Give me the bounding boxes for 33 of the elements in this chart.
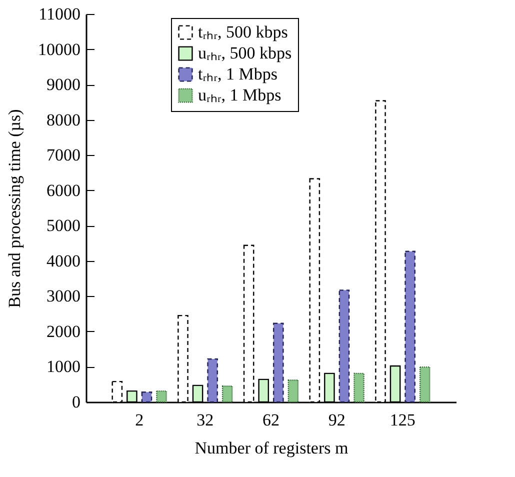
y-tick-label: 8000 bbox=[46, 110, 80, 130]
y-tick-label: 7000 bbox=[46, 146, 80, 165]
y-tick-label: 10000 bbox=[38, 40, 80, 59]
bar bbox=[338, 290, 350, 403]
y-tick-label: 0 bbox=[72, 392, 80, 412]
x-tick-label: 62 bbox=[262, 410, 280, 430]
legend-label: tᵣₕᵣ, 1 Mbps bbox=[198, 64, 278, 84]
y-tick-label: 6000 bbox=[46, 180, 80, 200]
bar bbox=[354, 372, 364, 403]
x-tick-label: 125 bbox=[390, 410, 416, 430]
y-axis-title: Bus and processing time (µs) bbox=[5, 109, 24, 308]
x-axis-title: Number of registers m bbox=[194, 438, 348, 458]
legend-label: uᵣₕᵣ, 1 Mbps bbox=[198, 86, 282, 104]
y-tick-label: 3000 bbox=[46, 286, 80, 306]
x-tick-label: 92 bbox=[328, 410, 346, 430]
bar bbox=[419, 366, 430, 403]
y-tick-label: 9000 bbox=[46, 75, 80, 94]
bar bbox=[156, 390, 167, 403]
bar bbox=[288, 380, 299, 403]
bar bbox=[404, 250, 416, 403]
y-tick-label: 5000 bbox=[46, 216, 80, 236]
x-tick-label: 32 bbox=[196, 410, 214, 430]
y-tick-label: 4000 bbox=[46, 251, 80, 270]
y-tick-label: 11000 bbox=[38, 4, 80, 24]
bar bbox=[141, 392, 152, 403]
bar bbox=[207, 358, 218, 403]
legend-label: tᵣₕᵣ, 500 kbps bbox=[198, 22, 288, 42]
y-tick-label: 2000 bbox=[46, 322, 80, 341]
y-tick-label: 1000 bbox=[46, 357, 80, 376]
x-tick-label: 2 bbox=[135, 410, 144, 430]
bar bbox=[272, 322, 284, 403]
bar bbox=[222, 386, 233, 403]
legend-label: uᵣₕᵣ, 500 kbps bbox=[198, 44, 292, 62]
